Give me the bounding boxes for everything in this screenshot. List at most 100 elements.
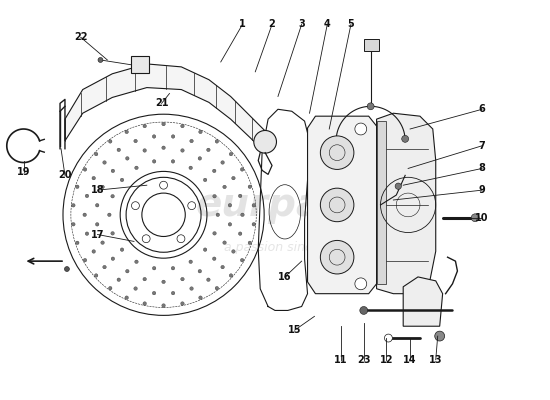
Text: 3: 3 — [298, 20, 305, 30]
Circle shape — [95, 204, 99, 207]
Circle shape — [111, 257, 114, 260]
Text: 6: 6 — [478, 104, 486, 114]
Circle shape — [212, 169, 216, 173]
Circle shape — [221, 265, 224, 269]
Circle shape — [189, 166, 192, 170]
Circle shape — [142, 235, 150, 243]
Circle shape — [355, 278, 367, 290]
Circle shape — [125, 296, 129, 300]
Circle shape — [75, 185, 79, 188]
Circle shape — [103, 161, 106, 164]
Text: 4: 4 — [324, 20, 331, 30]
Polygon shape — [377, 113, 436, 294]
Circle shape — [360, 306, 368, 314]
FancyBboxPatch shape — [131, 56, 149, 73]
Circle shape — [103, 265, 106, 269]
Text: 7: 7 — [478, 141, 486, 151]
Circle shape — [108, 286, 112, 290]
Text: 8: 8 — [478, 164, 486, 174]
Circle shape — [252, 204, 256, 207]
Circle shape — [160, 181, 168, 189]
Circle shape — [72, 222, 75, 226]
Circle shape — [125, 157, 129, 160]
Circle shape — [213, 232, 216, 235]
Circle shape — [171, 291, 175, 295]
Circle shape — [223, 241, 227, 244]
Polygon shape — [65, 64, 265, 153]
Circle shape — [207, 278, 210, 282]
Text: 16: 16 — [278, 272, 292, 282]
Circle shape — [204, 248, 207, 252]
Circle shape — [134, 139, 138, 143]
Circle shape — [229, 152, 233, 156]
Text: 5: 5 — [348, 20, 354, 30]
Circle shape — [108, 140, 112, 143]
Circle shape — [241, 213, 244, 216]
Circle shape — [117, 278, 120, 282]
Circle shape — [355, 123, 367, 135]
Text: eurparts: eurparts — [196, 186, 384, 224]
Circle shape — [75, 241, 79, 245]
Circle shape — [152, 266, 156, 270]
Circle shape — [232, 176, 235, 180]
Circle shape — [190, 287, 193, 290]
Circle shape — [85, 232, 89, 236]
Circle shape — [240, 258, 244, 262]
Circle shape — [198, 157, 202, 160]
Circle shape — [384, 334, 392, 342]
Circle shape — [64, 266, 69, 272]
Circle shape — [254, 130, 277, 153]
Text: 15: 15 — [288, 325, 301, 335]
Text: 13: 13 — [429, 355, 443, 365]
Circle shape — [180, 302, 184, 305]
Circle shape — [215, 286, 219, 290]
Polygon shape — [377, 121, 387, 284]
Circle shape — [434, 331, 444, 341]
Circle shape — [367, 103, 374, 110]
Circle shape — [213, 194, 216, 198]
Circle shape — [320, 136, 354, 170]
Circle shape — [101, 241, 104, 244]
Circle shape — [204, 178, 207, 182]
Circle shape — [232, 250, 235, 253]
Text: 11: 11 — [334, 355, 348, 365]
Circle shape — [216, 213, 219, 216]
Circle shape — [125, 130, 129, 134]
Text: 9: 9 — [478, 185, 486, 195]
Circle shape — [190, 139, 193, 143]
Circle shape — [83, 258, 87, 262]
Circle shape — [143, 302, 146, 305]
Text: 10: 10 — [475, 213, 489, 223]
Text: a passion since 1955: a passion since 1955 — [224, 241, 356, 254]
Circle shape — [95, 222, 99, 226]
Circle shape — [131, 202, 139, 210]
Circle shape — [252, 222, 256, 226]
Circle shape — [215, 140, 219, 143]
Text: 20: 20 — [58, 170, 72, 180]
Circle shape — [180, 124, 184, 128]
Circle shape — [152, 291, 156, 295]
Circle shape — [120, 178, 124, 182]
Circle shape — [320, 188, 354, 222]
Circle shape — [143, 149, 146, 152]
Circle shape — [111, 232, 114, 235]
Circle shape — [92, 176, 96, 180]
Text: 1: 1 — [239, 20, 246, 30]
Polygon shape — [307, 116, 377, 294]
Circle shape — [98, 58, 103, 62]
Circle shape — [177, 235, 185, 243]
Circle shape — [189, 260, 192, 264]
Circle shape — [171, 160, 175, 163]
Circle shape — [199, 130, 202, 134]
Circle shape — [248, 185, 252, 188]
Circle shape — [228, 204, 232, 207]
Circle shape — [108, 213, 111, 216]
Text: 19: 19 — [17, 167, 30, 177]
Text: 21: 21 — [155, 98, 168, 108]
Circle shape — [207, 148, 210, 152]
Circle shape — [162, 146, 166, 150]
Circle shape — [162, 122, 166, 126]
Text: 14: 14 — [403, 355, 417, 365]
Circle shape — [238, 194, 242, 198]
Circle shape — [83, 213, 86, 216]
